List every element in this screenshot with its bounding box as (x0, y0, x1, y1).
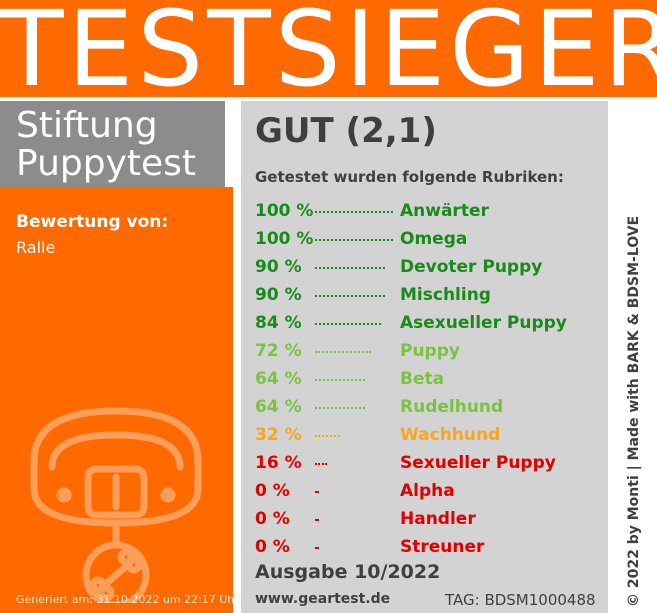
website-link[interactable]: www.geartest.de (255, 591, 391, 607)
rubric-percent: 32 % (255, 425, 302, 445)
rubric-row: 90 % Devoter Puppy (255, 255, 595, 279)
rubric-name: Wachhund (400, 425, 501, 445)
rubric-dotted-leader (315, 463, 327, 465)
dog-collar-with-bone-tag-icon (30, 407, 202, 603)
rubric-row: 0 % Handler (255, 507, 595, 531)
tag-code: TAG: BDSM1000488 (445, 591, 596, 609)
rubric-dotted-leader (315, 211, 393, 213)
rubric-name: Asexueller Puppy (400, 313, 567, 333)
rubric-dotted-leader (315, 435, 340, 437)
rubric-name: Mischling (400, 285, 491, 305)
rubrics-intro: Getestet wurden folgende Rubriken: (255, 168, 564, 186)
rubric-dotted-leader (315, 491, 319, 493)
rubric-percent: 64 % (255, 369, 302, 389)
left-panel: Stiftung Puppytest Bewertung von: Ralle … (0, 101, 233, 613)
rubric-percent: 16 % (255, 453, 302, 473)
rubric-name: Streuner (400, 537, 485, 557)
rubric-dotted-leader (315, 351, 371, 353)
rubric-row: 64 % Rudelhund (255, 395, 595, 419)
rubric-row: 100 % Omega (255, 227, 595, 251)
rubric-row: 64 % Beta (255, 367, 595, 391)
rubric-percent: 72 % (255, 341, 302, 361)
testsieger-banner: TESTSIEGER (0, 0, 657, 97)
banner-title: TESTSIEGER (0, 0, 657, 97)
rubric-name: Sexueller Puppy (400, 453, 556, 473)
rubric-row: 0 % Alpha (255, 479, 595, 503)
copyright-credit: © 2022 by Monti | Made with BARK & BDSM-… (626, 215, 642, 607)
rubric-percent: 0 % (255, 537, 290, 557)
rubric-percent: 64 % (255, 397, 302, 417)
rubric-name: Anwärter (400, 201, 489, 221)
org-box: Stiftung Puppytest (0, 101, 233, 187)
rubric-name: Puppy (400, 341, 460, 361)
rubric-dotted-leader (315, 379, 365, 381)
rubric-row: 90 % Mischling (255, 283, 595, 307)
grade-heading: GUT (2,1) (255, 111, 437, 151)
org-label-box: Stiftung Puppytest (0, 101, 229, 187)
results-panel: GUT (2,1) Getestet wurden folgende Rubri… (241, 101, 608, 613)
rubric-percent: 0 % (255, 509, 290, 529)
org-name-line2: Puppytest (16, 143, 197, 184)
rubric-row: 72 % Puppy (255, 339, 595, 363)
rubric-dotted-leader (315, 295, 385, 297)
rubric-name: Omega (400, 229, 468, 249)
rubric-percent: 90 % (255, 285, 302, 305)
rubric-row: 32 % Wachhund (255, 423, 595, 447)
rubric-dotted-leader (315, 547, 319, 549)
rubric-dotted-leader (315, 407, 365, 409)
rubric-name: Alpha (400, 481, 455, 501)
rubric-row: 0 % Streuner (255, 535, 595, 559)
rubric-row: 84 % Asexueller Puppy (255, 311, 595, 335)
rubric-dotted-leader (315, 239, 393, 241)
rubric-dotted-leader (315, 519, 319, 521)
rating-name: Ralle (16, 238, 56, 257)
rubric-percent: 90 % (255, 257, 302, 277)
rating-label: Bewertung von: (16, 212, 169, 232)
rubric-name: Beta (400, 369, 445, 389)
rubric-percent: 100 % (255, 201, 314, 221)
rubric-name: Devoter Puppy (400, 257, 543, 277)
org-name-line1: Stiftung (16, 105, 158, 146)
edition-label: Ausgabe 10/2022 (255, 561, 441, 583)
rubric-percent: 0 % (255, 481, 290, 501)
rubric-percent: 100 % (255, 229, 314, 249)
rubric-dotted-leader (315, 267, 385, 269)
generated-timestamp: Generiert am: 31.10.2022 um 22:17 Uhr (16, 593, 233, 606)
rubric-row: 16 % Sexueller Puppy (255, 451, 595, 475)
rubric-name: Rudelhund (400, 397, 504, 417)
rubric-dotted-leader (315, 323, 381, 325)
rubric-row: 100 % Anwärter (255, 199, 595, 223)
rubric-name: Handler (400, 509, 476, 529)
rubric-percent: 84 % (255, 313, 302, 333)
